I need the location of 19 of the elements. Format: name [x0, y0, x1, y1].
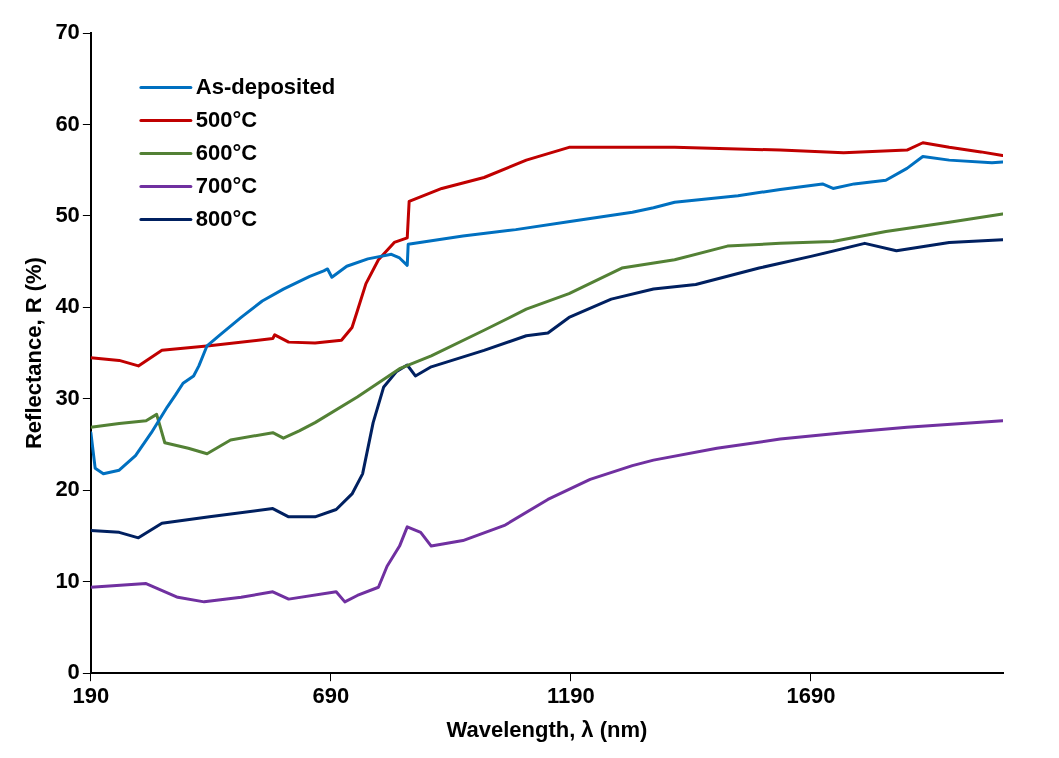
y-tick-label: 50: [55, 201, 80, 227]
y-tick-label: 30: [55, 384, 80, 410]
y-tick-label: 40: [55, 293, 80, 319]
legend-label: 600°C: [195, 139, 258, 165]
legend-label: 700°C: [195, 172, 258, 198]
y-tick-label: 20: [55, 476, 80, 502]
x-axis-title: Wavelength, λ (nm): [446, 716, 648, 742]
x-tick-label: 1190: [547, 683, 595, 709]
legend-label: 800°C: [195, 205, 258, 231]
legend-label: 500°C: [195, 106, 258, 132]
x-tick-label: 690: [312, 683, 350, 709]
y-tick-label: 60: [55, 110, 80, 136]
y-tick-label: 70: [55, 19, 80, 45]
y-tick-label: 10: [55, 567, 80, 593]
y-axis-title: Reflectance, R (%): [21, 257, 47, 450]
x-tick-label: 1690: [786, 683, 836, 709]
legend-label: As-deposited: [195, 73, 336, 99]
y-tick-label: 0: [67, 659, 80, 685]
x-tick-label: 190: [72, 683, 110, 709]
